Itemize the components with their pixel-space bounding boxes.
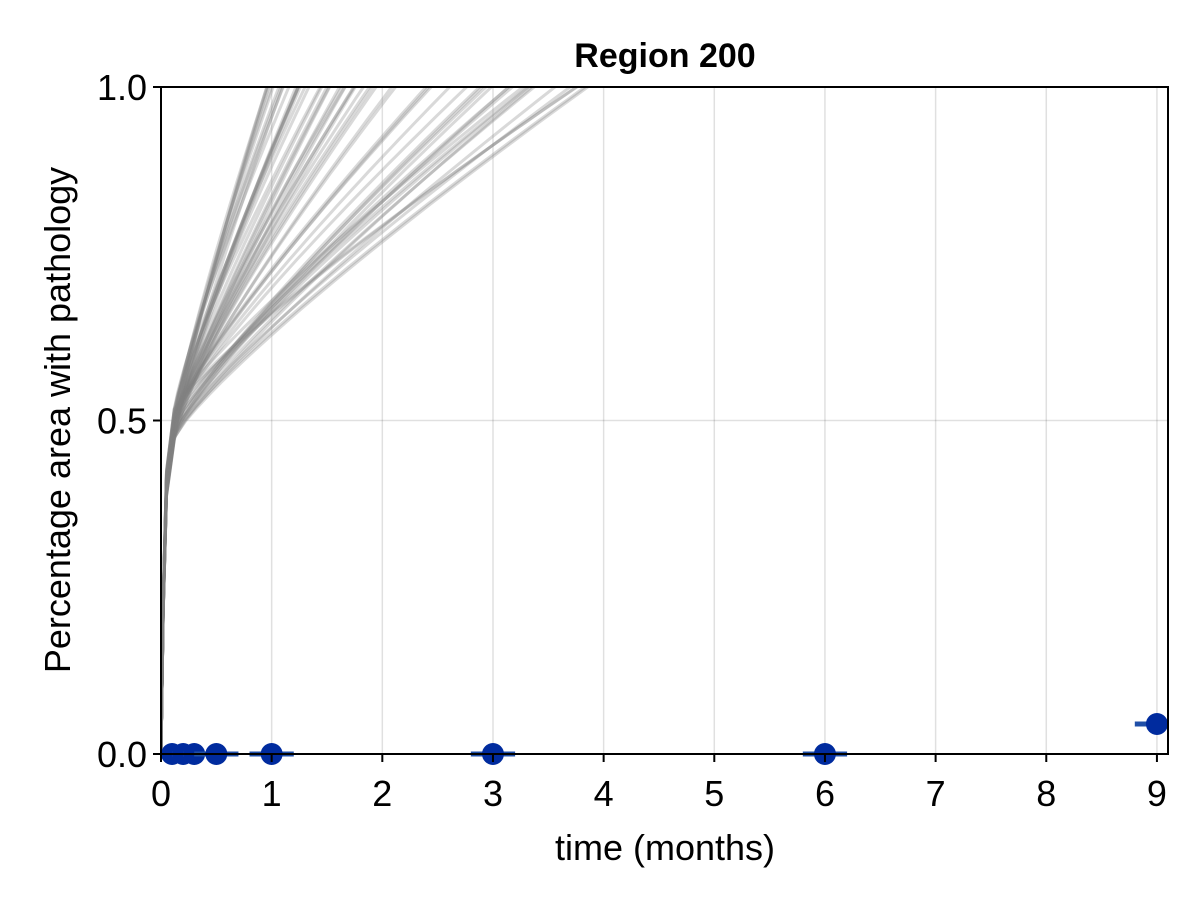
simulation-line [161, 87, 285, 754]
simulation-line [161, 87, 515, 754]
y-tick-label: 1.0 [97, 67, 147, 108]
simulation-line [161, 87, 531, 754]
simulation-line [161, 87, 347, 754]
y-tick-label: 0.5 [97, 401, 147, 442]
simulation-line [161, 87, 347, 754]
grid [161, 87, 1168, 754]
simulation-line [161, 87, 429, 754]
x-tick-labels: 0 1 2 3 4 5 6 7 8 9 [151, 773, 1167, 814]
x-tick-label: 4 [594, 773, 614, 814]
x-tick-label: 6 [815, 773, 835, 814]
simulation-line [161, 87, 271, 754]
x-tick-label: 5 [704, 773, 724, 814]
simulation-line [161, 87, 394, 754]
simulation-line [161, 87, 530, 754]
simulation-line [161, 87, 307, 754]
simulation-line [161, 87, 366, 754]
simulation-line [161, 87, 537, 754]
y-tick-label: 0.0 [97, 734, 147, 775]
simulation-line [161, 87, 301, 754]
simulation-line [161, 87, 300, 754]
simulation-line [161, 87, 270, 754]
simulation-line [161, 87, 322, 754]
simulation-line [161, 87, 375, 754]
simulation-line [161, 87, 356, 754]
simulation-line [161, 87, 342, 754]
simulation-line [161, 87, 580, 754]
x-tick-label: 8 [1036, 773, 1056, 814]
data-point [1145, 712, 1168, 735]
simulation-line [161, 87, 357, 754]
simulation-line [161, 87, 300, 754]
simulation-line [161, 87, 331, 754]
x-tick-label: 3 [483, 773, 503, 814]
simulation-line [161, 87, 494, 754]
simulation-line [161, 87, 283, 754]
simulation-line [161, 87, 274, 754]
y-tick-labels: 0.0 0.5 1.0 [97, 67, 147, 775]
simulation-line [161, 87, 311, 754]
simulation-line [161, 87, 372, 754]
simulation-line [161, 87, 452, 754]
simulation-line [161, 87, 485, 754]
simulation-line [161, 87, 534, 754]
simulation-line [161, 87, 269, 754]
simulation-lines [161, 87, 591, 754]
simulation-line [161, 87, 298, 754]
simulation-line [161, 87, 512, 754]
simulation-line [161, 87, 482, 754]
simulation-line [161, 87, 344, 754]
x-tick-label: 9 [1147, 773, 1167, 814]
x-axis-label: time (months) [555, 827, 775, 868]
simulation-line [161, 87, 489, 754]
simulation-line [161, 87, 378, 754]
axis-ticks [153, 86, 1158, 762]
simulation-line [161, 87, 269, 754]
simulation-line [161, 87, 398, 754]
simulation-line [161, 87, 431, 754]
x-tick-label: 7 [926, 773, 946, 814]
simulation-line [161, 87, 301, 754]
observed-points [161, 712, 1168, 765]
simulation-line [161, 87, 573, 754]
simulation-line [161, 87, 434, 754]
x-tick-label: 2 [372, 773, 392, 814]
simulation-line [161, 87, 588, 754]
y-axis-label: Percentage area with pathology [37, 167, 78, 673]
simulation-line [161, 87, 302, 754]
simulation-line [161, 87, 281, 754]
simulation-line [161, 87, 332, 754]
x-tick-label: 0 [151, 773, 171, 814]
simulation-line [161, 87, 291, 754]
simulation-line [161, 87, 526, 754]
simulation-line [161, 87, 285, 754]
simulation-line [161, 87, 329, 754]
simulation-line [161, 87, 469, 754]
simulation-line [161, 87, 358, 754]
simulation-line [161, 87, 579, 754]
x-tick-label: 1 [262, 773, 282, 814]
simulation-line [161, 87, 558, 754]
simulation-line [161, 87, 324, 754]
simulation-line [161, 87, 511, 754]
simulation-line [161, 87, 275, 754]
chart-title: Region 200 [574, 37, 755, 75]
simulation-line [161, 87, 591, 754]
